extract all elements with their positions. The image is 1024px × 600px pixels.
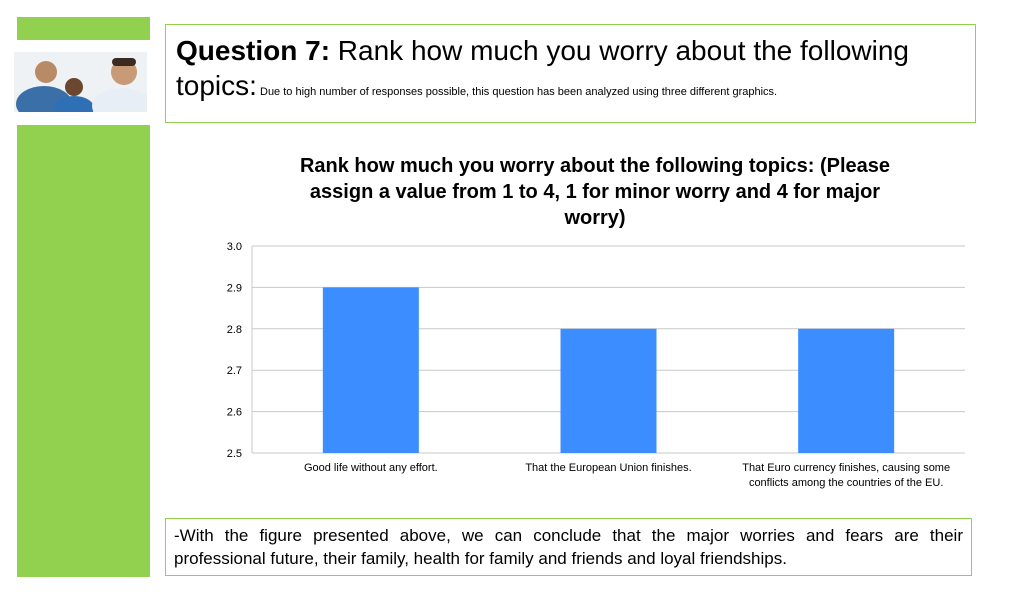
- question-heading: Question 7: Rank how much you worry abou…: [176, 35, 909, 101]
- y-tick-label: 2.6: [227, 407, 242, 419]
- bar: [322, 287, 419, 453]
- chart-plot: 3.0 2.9 2.8 2.7 2.6 2.5 Good life without any …: [227, 241, 965, 489]
- conclusion-box: -With the figure presented above, we can…: [165, 518, 972, 576]
- y-tick-label: 2.8: [227, 324, 242, 336]
- business-people-photo: [14, 52, 147, 112]
- question-text: Rank how much you worry about the follow…: [176, 35, 909, 101]
- question-number: Question 7:: [176, 35, 331, 66]
- bar: [798, 328, 895, 453]
- bar-chart: Rank how much you worry about the follow…: [200, 145, 980, 495]
- green-tab-decoration: [17, 17, 150, 40]
- y-tick-label: 2.7: [227, 365, 242, 377]
- x-tick-label: conflicts among the countries of the EU.: [749, 477, 943, 489]
- x-tick-label: Good life without any effort.: [304, 462, 438, 474]
- x-tick-label: That Euro currency finishes, causing som…: [742, 462, 950, 474]
- y-tick-label: 2.5: [227, 448, 242, 460]
- green-sidebar-decoration: [17, 125, 150, 577]
- y-tick-label: 2.9: [227, 282, 242, 294]
- bar: [560, 328, 657, 453]
- x-tick-label: That the European Union finishes.: [525, 462, 691, 474]
- question-note: Due to high number of responses possible…: [256, 86, 778, 98]
- y-tick-label: 3.0: [227, 241, 242, 253]
- question-title-box: Question 7: Rank how much you worry abou…: [165, 24, 976, 123]
- chart-title: Rank how much you worry about the follow…: [299, 155, 891, 229]
- conclusion-text: -With the figure presented above, we can…: [174, 526, 963, 568]
